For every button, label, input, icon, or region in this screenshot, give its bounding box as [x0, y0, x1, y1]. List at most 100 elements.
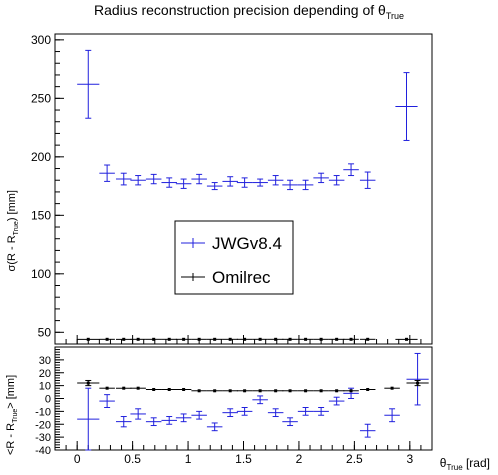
bottom-jwg-point: [282, 417, 298, 427]
bottom-omil-point: [297, 389, 314, 393]
chart-title: Radius reconstruction precision dependin…: [0, 2, 498, 21]
bottom-omil-point: [343, 389, 359, 393]
top-y-tick-label: 50: [38, 325, 52, 339]
top-jwg-point: [267, 175, 284, 186]
bottom-y-tick-label: 0: [45, 394, 51, 406]
bottom-omil-point: [115, 386, 132, 390]
bottom-omil-marker: [197, 389, 201, 393]
bottom-y-tick-label: 30: [39, 355, 51, 367]
bottom-omil-marker: [122, 386, 126, 390]
bottom-y-tick-label: 20: [39, 368, 51, 380]
top-omil-marker: [197, 337, 201, 341]
bottom-x-tick-label: 1.5: [235, 452, 252, 466]
bottom-omil-marker: [335, 389, 339, 393]
bottom-omil-point: [406, 379, 429, 387]
bottom-omil-marker: [288, 389, 292, 393]
top-omil-marker: [304, 337, 308, 341]
top-omil-point: [191, 337, 207, 341]
bottom-omil-point: [267, 389, 284, 393]
bottom-omil-marker: [152, 387, 156, 391]
top-omil-marker: [243, 337, 247, 341]
top-omil-point: [175, 337, 192, 341]
top-omil-marker: [349, 337, 353, 341]
top-y-tick-label: 300: [31, 33, 51, 47]
top-jwg-point: [222, 176, 238, 187]
top-omil-marker: [136, 337, 140, 341]
bottom-y-tick-label: -40: [35, 445, 51, 457]
bottom-jwg-point: [77, 387, 100, 451]
top-jwg-point: [191, 173, 207, 185]
bottom-plot-frame: [54, 346, 433, 451]
bottom-jwg-point: [130, 408, 146, 420]
bottom-y-tick-label: -20: [35, 419, 51, 431]
top-omil-marker: [258, 337, 262, 341]
bottom-x-axis: 0 0.5 1 1.5 2 2.5 3: [65, 441, 422, 466]
bottom-omil-point: [77, 379, 100, 387]
bottom-jwg-point: [297, 407, 314, 416]
top-y-axis: 50 100 150 200 250 300: [31, 33, 64, 345]
bottom-x-tick-label: 0: [74, 452, 81, 466]
top-jwg-point: [115, 172, 132, 186]
top-jwg-point: [161, 177, 177, 188]
bottom-omil-marker: [390, 386, 394, 390]
top-omil-point: [267, 337, 284, 341]
bottom-x-tick-label: 2: [296, 452, 303, 466]
top-jwg-point: [175, 178, 192, 189]
top-jwg-point: [313, 172, 329, 184]
top-omil-marker: [319, 337, 323, 341]
bottom-jwg-point: [236, 407, 253, 416]
top-jwg-point: [343, 163, 359, 177]
bottom-omil-marker: [258, 389, 262, 393]
bottom-omil-point: [145, 387, 162, 391]
top-omil-marker: [105, 337, 109, 341]
legend-box: [174, 220, 294, 295]
bottom-jwg-point: [328, 396, 345, 406]
bottom-omil-marker: [105, 386, 109, 390]
top-omil-point: [328, 337, 345, 341]
bottom-omil-point: [236, 389, 253, 393]
top-omil-point: [115, 337, 132, 341]
top-omil-point: [313, 337, 329, 341]
top-omil-marker: [182, 337, 186, 341]
top-jwg-point: [130, 175, 146, 186]
bottom-omil-point: [359, 387, 376, 391]
top-y-tick-label: 100: [31, 267, 51, 281]
bottom-omil-marker: [274, 389, 278, 393]
top-y-tick-label: 250: [31, 91, 51, 105]
bottom-y-tick-label: 10: [39, 381, 51, 393]
bottom-y-axis-title: <R - RTrue> [mm]: [5, 375, 19, 455]
bottom-omil-marker: [167, 387, 171, 391]
top-plot-marks: [77, 49, 418, 341]
bottom-omil-marker: [213, 389, 217, 393]
bottom-omil-point: [328, 389, 345, 393]
top-y-axis-title: σ(R - RTrue) [mm]: [6, 190, 20, 271]
bottom-omil-point: [313, 389, 329, 393]
top-y-tick-label: 200: [31, 150, 51, 164]
bottom-omil-marker: [136, 386, 140, 390]
bottom-omil-marker: [304, 389, 308, 393]
top-omil-point: [282, 337, 298, 341]
bottom-jwg-point: [145, 417, 162, 427]
top-omil-marker: [404, 337, 408, 341]
top-y-tick-label: 150: [31, 208, 51, 222]
bottom-jwg-point: [222, 408, 238, 418]
top-omil-marker: [288, 337, 292, 341]
bottom-jwg-point: [267, 408, 284, 418]
bottom-jwg-point: [406, 352, 429, 406]
top-jwg-point: [145, 173, 162, 185]
top-jwg-point: [252, 178, 268, 187]
top-omil-marker: [86, 337, 90, 341]
top-omil-point: [252, 337, 268, 341]
top-jwg-point: [395, 72, 418, 141]
bottom-y-tick-label: -30: [35, 432, 51, 444]
bottom-x-tick-label: 2.5: [346, 452, 363, 466]
top-omil-point: [145, 337, 162, 341]
chart-title-sub: True: [385, 10, 405, 21]
legend-label-jwg: JWGv8.4: [212, 234, 282, 253]
bottom-jwg-point: [161, 416, 177, 425]
top-omil-point: [297, 337, 314, 341]
top-jwg-point: [297, 179, 314, 191]
top-omil-point: [395, 337, 418, 341]
bottom-omil-marker: [182, 387, 186, 391]
bottom-omil-point: [252, 389, 268, 393]
